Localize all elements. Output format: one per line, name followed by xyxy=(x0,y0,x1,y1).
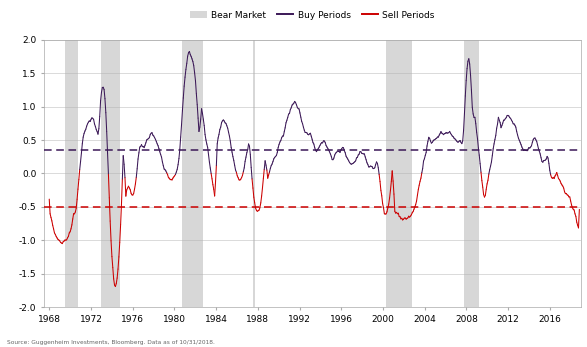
Bar xyxy=(464,40,480,307)
Bar xyxy=(252,40,255,307)
Legend: Bear Market, Buy Periods, Sell Periods: Bear Market, Buy Periods, Sell Periods xyxy=(187,7,438,23)
Bar xyxy=(182,40,203,307)
Bar xyxy=(65,40,78,307)
Text: Source: Guggenheim Investments, Bloomberg. Data as of 10/31/2018.: Source: Guggenheim Investments, Bloomber… xyxy=(7,340,215,345)
Bar xyxy=(102,40,120,307)
Bar xyxy=(386,40,411,307)
Text: Guggenheim Investments’ S&P 500 Bear Market Indicator: Guggenheim Investments’ S&P 500 Bear Mar… xyxy=(7,11,333,21)
